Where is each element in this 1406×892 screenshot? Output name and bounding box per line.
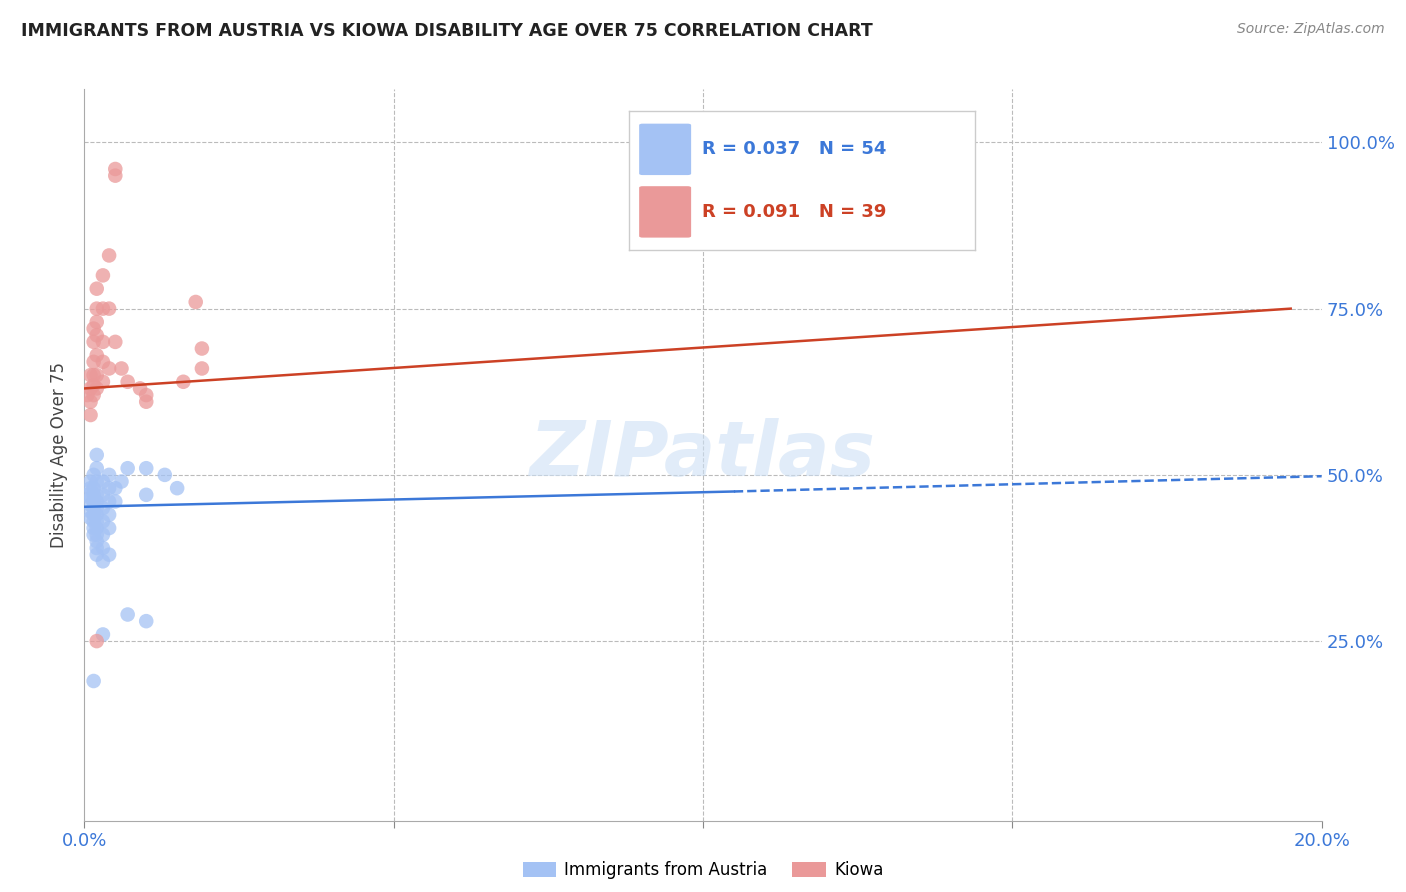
Text: Source: ZipAtlas.com: Source: ZipAtlas.com bbox=[1237, 22, 1385, 37]
Point bbox=[86, 282, 108, 296]
Point bbox=[86, 488, 108, 502]
Point bbox=[83, 521, 105, 535]
Point bbox=[191, 361, 214, 376]
Point bbox=[83, 494, 105, 508]
Point bbox=[83, 334, 105, 349]
Point bbox=[86, 348, 108, 362]
Point bbox=[83, 467, 105, 482]
Point bbox=[83, 368, 105, 383]
Point bbox=[117, 461, 139, 475]
Point bbox=[91, 554, 114, 568]
Point bbox=[91, 301, 114, 316]
Point bbox=[135, 394, 157, 409]
Point bbox=[91, 515, 114, 529]
Point bbox=[79, 498, 101, 512]
Point bbox=[91, 527, 114, 541]
Point bbox=[98, 467, 121, 482]
Point bbox=[91, 488, 114, 502]
Point bbox=[86, 475, 108, 489]
Point bbox=[104, 169, 127, 183]
Point bbox=[98, 548, 121, 562]
Point bbox=[86, 494, 108, 508]
Point bbox=[86, 301, 108, 316]
Point bbox=[104, 481, 127, 495]
Y-axis label: Disability Age Over 75: Disability Age Over 75 bbox=[51, 362, 69, 548]
Point bbox=[86, 461, 108, 475]
Point bbox=[191, 342, 214, 356]
Point bbox=[98, 301, 121, 316]
Point bbox=[104, 334, 127, 349]
Point bbox=[76, 488, 98, 502]
Point bbox=[104, 161, 127, 176]
Point bbox=[86, 521, 108, 535]
Point bbox=[83, 501, 105, 516]
Point bbox=[83, 481, 105, 495]
Point bbox=[83, 388, 105, 402]
Point bbox=[98, 248, 121, 262]
Point bbox=[83, 355, 105, 369]
Point bbox=[79, 504, 101, 518]
Point bbox=[110, 361, 132, 376]
Point bbox=[98, 361, 121, 376]
Text: ZIPatlas: ZIPatlas bbox=[530, 418, 876, 491]
Point bbox=[79, 368, 101, 383]
Point bbox=[184, 295, 207, 310]
Point bbox=[86, 328, 108, 343]
Point bbox=[91, 627, 114, 641]
Point bbox=[91, 355, 114, 369]
Point bbox=[83, 488, 105, 502]
Point bbox=[86, 508, 108, 522]
Point bbox=[135, 488, 157, 502]
Point bbox=[86, 381, 108, 395]
Point bbox=[76, 388, 98, 402]
Point bbox=[135, 388, 157, 402]
Point bbox=[98, 481, 121, 495]
Point bbox=[86, 527, 108, 541]
Point bbox=[79, 511, 101, 525]
Point bbox=[110, 475, 132, 489]
Point bbox=[91, 541, 114, 555]
Point bbox=[135, 461, 157, 475]
Point bbox=[79, 394, 101, 409]
Point bbox=[117, 375, 139, 389]
Point bbox=[153, 467, 176, 482]
Point bbox=[86, 368, 108, 383]
Point bbox=[117, 607, 139, 622]
Point bbox=[104, 494, 127, 508]
Point bbox=[98, 508, 121, 522]
Point bbox=[79, 475, 101, 489]
Point bbox=[86, 315, 108, 329]
Point bbox=[91, 375, 114, 389]
Point bbox=[91, 334, 114, 349]
Legend: Immigrants from Austria, Kiowa: Immigrants from Austria, Kiowa bbox=[516, 855, 890, 886]
Point bbox=[79, 491, 101, 505]
Point bbox=[83, 508, 105, 522]
Point bbox=[98, 494, 121, 508]
Point bbox=[98, 521, 121, 535]
Point bbox=[83, 378, 105, 392]
Point bbox=[91, 501, 114, 516]
Point bbox=[79, 408, 101, 422]
Point bbox=[83, 321, 105, 335]
Point bbox=[135, 614, 157, 628]
Point bbox=[172, 375, 194, 389]
Point bbox=[83, 527, 105, 541]
Point bbox=[129, 381, 152, 395]
Text: IMMIGRANTS FROM AUSTRIA VS KIOWA DISABILITY AGE OVER 75 CORRELATION CHART: IMMIGRANTS FROM AUSTRIA VS KIOWA DISABIL… bbox=[21, 22, 873, 40]
Point bbox=[86, 534, 108, 549]
Point bbox=[86, 541, 108, 555]
Point bbox=[86, 515, 108, 529]
Point bbox=[166, 481, 188, 495]
Point bbox=[86, 448, 108, 462]
Point bbox=[83, 515, 105, 529]
Point bbox=[79, 381, 101, 395]
Point bbox=[79, 481, 101, 495]
Point bbox=[83, 673, 105, 688]
Point bbox=[91, 268, 114, 283]
Point bbox=[91, 475, 114, 489]
Point bbox=[86, 501, 108, 516]
Point bbox=[86, 634, 108, 648]
Point bbox=[86, 548, 108, 562]
